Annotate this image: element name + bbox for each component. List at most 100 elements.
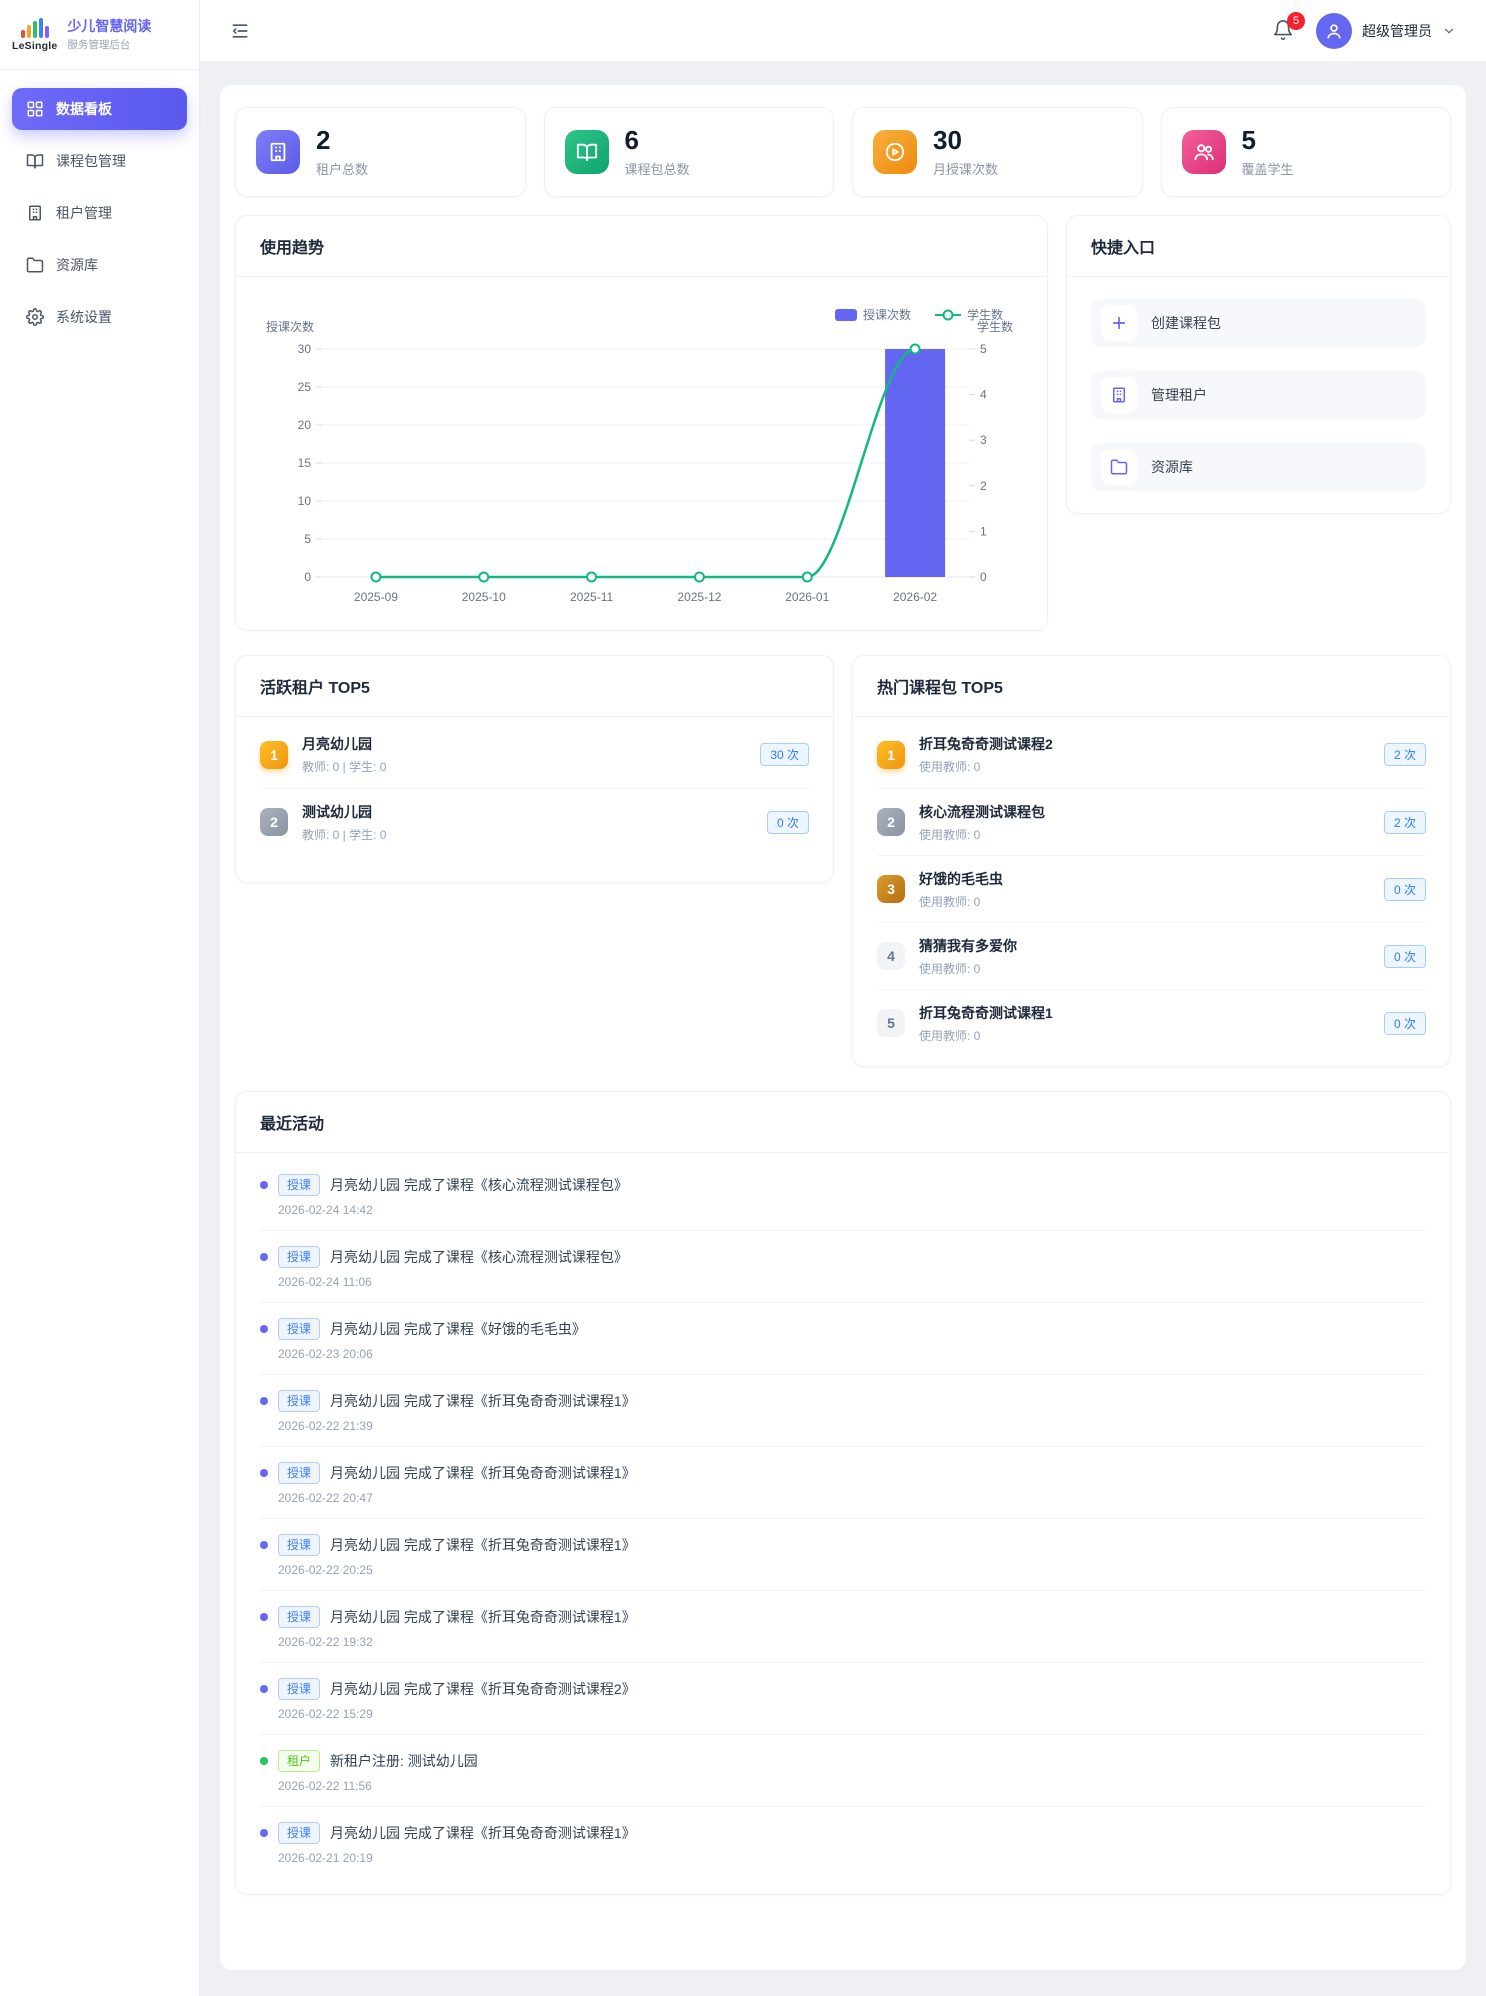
sidebar-item-label: 系统设置	[56, 309, 112, 325]
svg-text:1: 1	[980, 524, 987, 538]
activity-tag: 授课	[278, 1462, 321, 1484]
stat-card-tenants: 2 租户总数	[235, 107, 526, 197]
sidebar-nav: 数据看板 课程包管理 租户管理 资源库 系统设置	[0, 70, 199, 366]
svg-text:2025-09: 2025-09	[354, 590, 398, 604]
stat-card-monthly-lessons: 30 月授课次数	[852, 107, 1143, 197]
active-tenants-card: 活跃租户 TOP5 1 月亮幼儿园 教师: 0 | 学生: 0 30 次 2 测…	[235, 655, 834, 883]
svg-text:授课次数: 授课次数	[863, 307, 911, 322]
activity-text: 月亮幼儿园 完成了课程《折耳兔奇奇测试课程1》	[330, 1825, 636, 1841]
user-menu[interactable]: 超级管理员	[1316, 12, 1456, 49]
usage-trend-title: 使用趋势	[236, 216, 1047, 277]
sidebar-item-tenants[interactable]: 租户管理	[12, 192, 187, 234]
activity-time: 2026-02-22 15:29	[278, 1707, 373, 1721]
stat-value: 6	[624, 124, 639, 155]
sidebar-item-course-packages[interactable]: 课程包管理	[12, 140, 187, 182]
stat-value: 5	[1241, 124, 1256, 155]
package-meta: 使用教师: 0	[919, 760, 981, 774]
brand: LeSingle 少儿智慧阅读 服务管理后台	[0, 0, 199, 70]
stat-label: 课程包总数	[624, 161, 690, 177]
activity-dot	[260, 1325, 268, 1333]
svg-text:2026-02: 2026-02	[893, 590, 937, 604]
activity-tag: 授课	[278, 1534, 321, 1556]
activity-tag: 授课	[278, 1822, 321, 1844]
rank-badge: 1	[877, 740, 905, 769]
activity-time: 2026-02-24 14:42	[278, 1203, 373, 1217]
activity-tag: 租户	[278, 1750, 321, 1772]
activity-item: 授课 月亮幼儿园 完成了课程《核心流程测试课程包》 2026-02-24 11:…	[260, 1230, 1426, 1302]
tenant-meta: 教师: 0 | 学生: 0	[302, 760, 387, 774]
activity-text: 月亮幼儿园 完成了课程《核心流程测试课程包》	[330, 1177, 628, 1193]
sidebar-item-settings[interactable]: 系统设置	[12, 296, 187, 338]
svg-text:3: 3	[980, 433, 987, 447]
book-icon	[26, 154, 44, 169]
svg-text:5: 5	[980, 342, 987, 356]
svg-text:2026-01: 2026-01	[785, 590, 829, 604]
svg-text:2: 2	[980, 479, 987, 493]
menu-fold-icon	[232, 23, 248, 38]
svg-text:20: 20	[298, 418, 312, 432]
rank-badge: 2	[877, 808, 905, 836]
building-icon	[29, 205, 41, 221]
rank-badge: 4	[877, 942, 905, 970]
usage-count-badge: 0 次	[1383, 877, 1426, 901]
activity-item: 授课 月亮幼儿园 完成了课程《折耳兔奇奇测试课程1》 2026-02-22 21…	[260, 1374, 1426, 1446]
usage-trend-card: 使用趋势 0 5 10 15 20 25 30 0 1 2 3 4 5 授课次数 学生数 2025-09 202…	[235, 215, 1048, 631]
activity-time: 2026-02-23 20:06	[278, 1347, 373, 1361]
quick-entry-resources[interactable]: 资源库	[1091, 443, 1426, 491]
avatar	[1316, 12, 1352, 49]
activity-dot	[260, 1469, 268, 1477]
rank-badge: 1	[260, 740, 288, 769]
activity-text: 新租户注册: 测试幼儿园	[330, 1753, 478, 1769]
stat-value: 2	[316, 124, 331, 155]
dashboard-icon	[27, 101, 43, 117]
activity-tag: 授课	[278, 1318, 321, 1340]
activity-time: 2026-02-21 20:19	[278, 1851, 373, 1865]
usage-count-badge: 2 次	[1383, 743, 1426, 766]
quick-entry-manage-tenants[interactable]: 管理租户	[1091, 371, 1426, 419]
quick-entry-label: 资源库	[1151, 459, 1193, 475]
activity-item: 授课 月亮幼儿园 完成了课程《折耳兔奇奇测试课程1》 2026-02-22 19…	[260, 1590, 1426, 1662]
activity-dot	[260, 1397, 268, 1405]
trend-row: 使用趋势 0 5 10 15 20 25 30 0 1 2 3 4 5 授课次数 学生数 2025-09 202…	[235, 215, 1451, 631]
rank-badge: 5	[877, 1009, 905, 1037]
quick-entry-create-package[interactable]: 创建课程包	[1091, 299, 1426, 347]
package-name: 猜猜我有多爱你	[919, 937, 1017, 954]
activity-text: 月亮幼儿园 完成了课程《折耳兔奇奇测试课程2》	[330, 1681, 636, 1697]
package-name: 好饿的毛毛虫	[919, 870, 1003, 887]
stat-card-students: 5 覆盖学生	[1160, 107, 1451, 197]
gear-icon	[26, 308, 44, 326]
sidebar-item-resources[interactable]: 资源库	[12, 244, 187, 286]
tenant-name: 月亮幼儿园	[302, 736, 372, 752]
activity-tag: 授课	[278, 1606, 321, 1628]
package-row: 4 猜猜我有多爱你 使用教师: 0 0 次	[877, 922, 1426, 989]
sidebar-item-dashboard[interactable]: 数据看板	[12, 88, 187, 130]
activity-text: 月亮幼儿园 完成了课程《核心流程测试课程包》	[330, 1249, 628, 1265]
building-icon	[256, 130, 300, 174]
hot-packages-list: 1 折耳兔奇奇测试课程2 使用教师: 0 2 次 2 核心流程测试课程包 使用教…	[853, 717, 1450, 1066]
tenant-meta: 教师: 0 | 学生: 0	[302, 827, 387, 842]
tenant-row: 2 测试幼儿园 教师: 0 | 学生: 0 0 次	[260, 788, 809, 855]
activity-text: 月亮幼儿园 完成了课程《折耳兔奇奇测试课程1》	[330, 1609, 636, 1625]
folder-icon	[26, 257, 44, 273]
activity-time: 2026-02-22 21:39	[278, 1419, 373, 1433]
svg-text:4: 4	[980, 388, 987, 402]
quick-entry-title: 快捷入口	[1067, 216, 1450, 277]
svg-text:10: 10	[298, 494, 312, 508]
chevron-down-icon	[1442, 24, 1456, 38]
usage-count-badge: 30 次	[760, 743, 809, 766]
quick-entry-card: 快捷入口 创建课程包 管理租户	[1066, 215, 1451, 514]
notification-bell[interactable]: 5	[1272, 11, 1305, 43]
package-row: 3 好饿的毛毛虫 使用教师: 0 0 次	[877, 855, 1426, 922]
menu-fold-button[interactable]	[226, 17, 254, 45]
activity-item: 授课 月亮幼儿园 完成了课程《核心流程测试课程包》 2026-02-24 14:…	[260, 1159, 1426, 1230]
svg-text:授课次数: 授课次数	[266, 319, 314, 334]
rank-badge: 2	[260, 808, 288, 836]
activity-time: 2026-02-22 19:32	[278, 1635, 373, 1649]
svg-text:0: 0	[980, 570, 987, 584]
quick-entry-list: 创建课程包 管理租户 资源库	[1067, 277, 1450, 513]
activity-item: 租户 新租户注册: 测试幼儿园 2026-02-22 11:56	[260, 1734, 1426, 1806]
quick-entry-label: 创建课程包	[1151, 315, 1221, 331]
top5-row: 活跃租户 TOP5 1 月亮幼儿园 教师: 0 | 学生: 0 30 次 2 测…	[235, 655, 1451, 1067]
package-row: 1 折耳兔奇奇测试课程2 使用教师: 0 2 次	[877, 721, 1426, 788]
recent-activity-card: 最近活动 授课 月亮幼儿园 完成了课程《核心流程测试课程包》 2026-02-2…	[235, 1091, 1451, 1895]
